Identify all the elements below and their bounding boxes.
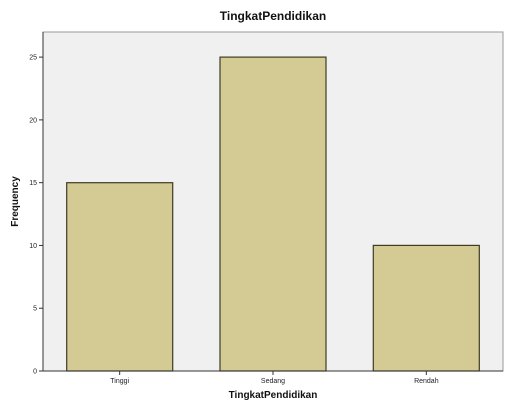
x-tick-label: Tinggi [110,378,129,385]
y-tick-label: 0 [33,369,37,376]
y-axis-title: Frequency [10,176,21,227]
x-axis: Tinggi Sedang Rendah [43,370,503,385]
y-tick-label: 20 [29,117,37,124]
y-tick-label: 10 [29,243,37,250]
bar-rendah [372,244,480,372]
x-tick-label: Rendah [414,378,439,385]
y-tick-label: 15 [29,180,37,187]
y-tick-label: 25 [29,55,37,62]
x-tick-label: Sedang [261,378,285,385]
bar-tinggi [66,182,174,372]
y-tick-label: 5 [33,306,37,313]
bar-sedang [219,56,327,372]
bars-group [66,56,480,372]
x-axis-title: TingkatPendidikan [229,390,318,401]
chart-title: TingkatPendidikan [220,9,326,23]
y-axis: 0 5 10 15 20 25 [29,32,44,376]
